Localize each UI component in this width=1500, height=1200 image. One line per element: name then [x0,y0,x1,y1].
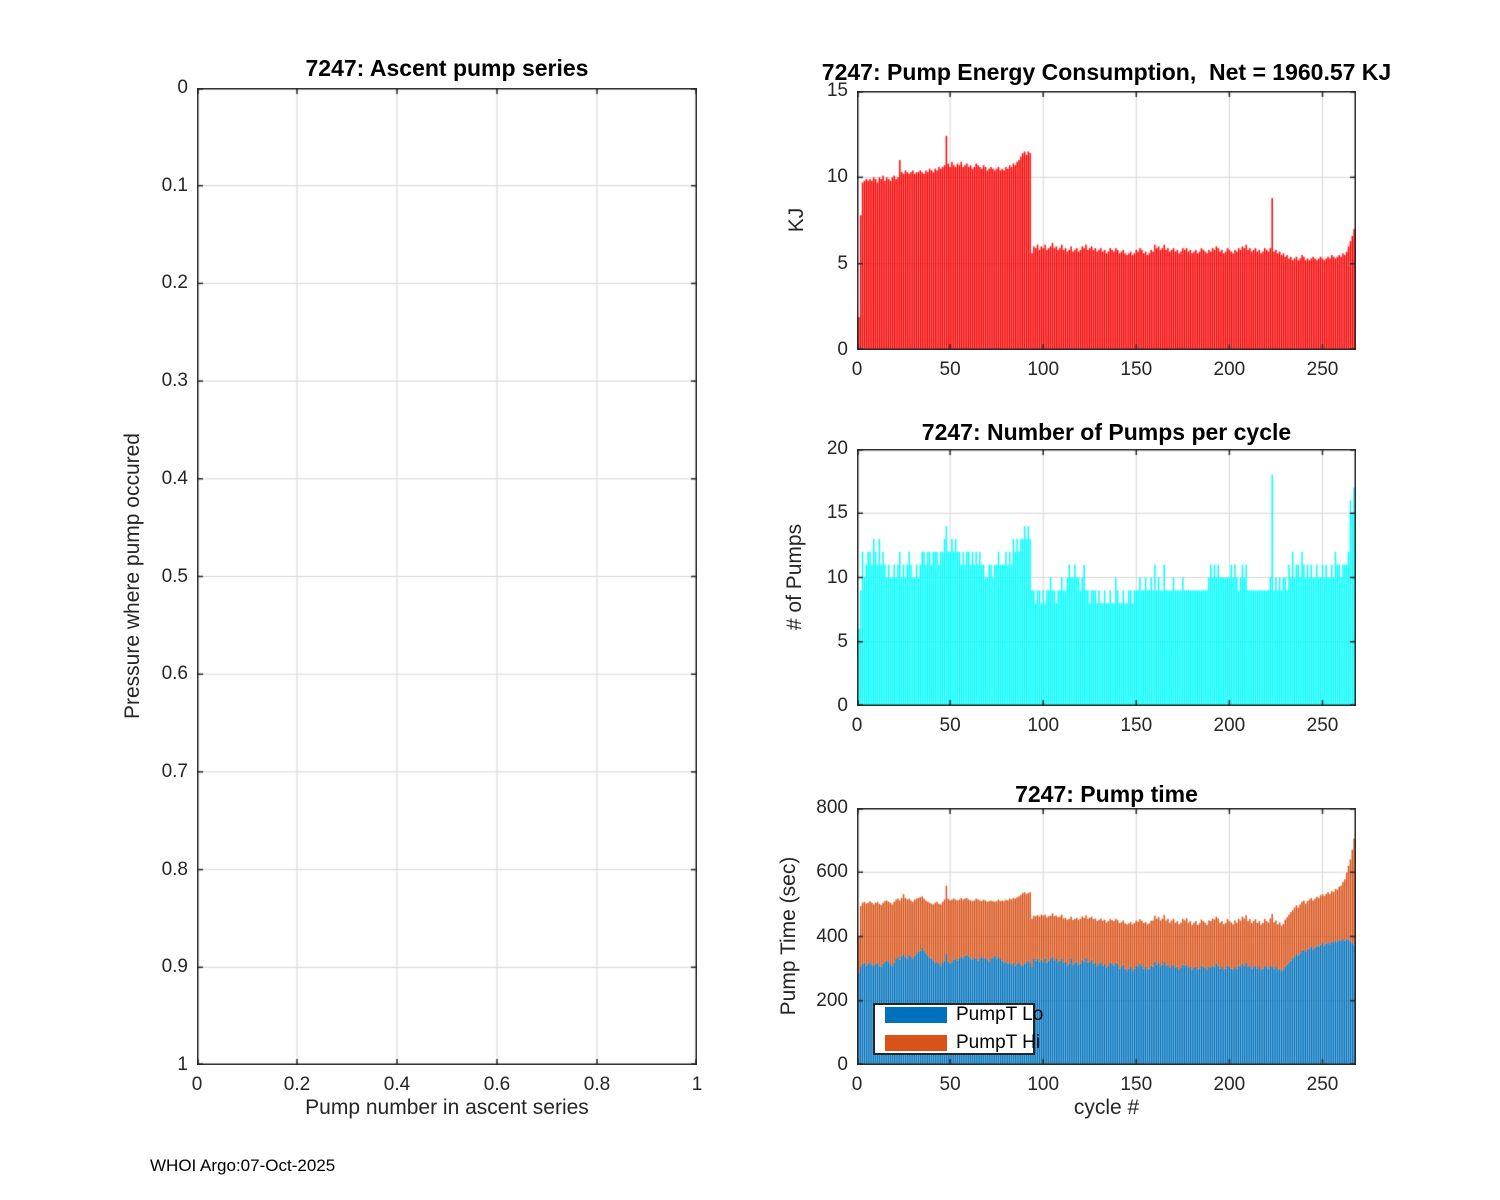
energy-x-tick-label: 100 [1027,359,1060,380]
pumps-y-tick-label: 15 [826,502,848,524]
ascent-x-tick-label: 0.2 [283,1074,311,1095]
ascent-y-tick-label: 0.4 [161,467,188,489]
ascent-x-tick-label: 0.8 [583,1074,611,1095]
pumps-title: 7247: Number of Pumps per cycle [921,419,1292,445]
energy-x-tick-label: 250 [1306,359,1339,380]
time-y-tick-label: 400 [816,925,848,947]
energy-x-tick-label: 150 [1120,359,1153,380]
pumps-plot-area [857,449,1356,706]
time-y-tick-label: 200 [816,989,848,1011]
pumps-x-tick-label: 250 [1306,715,1339,736]
energy-x-tick-label: 200 [1213,359,1246,380]
footer-text: WHOI Argo:07-Oct-2025 [150,1156,336,1175]
ascent-plot-canvas [197,88,697,1065]
pumpt-hi-label: PumpT Hi [956,1032,1041,1053]
pumpt-lo-swatch [885,1007,947,1023]
pumps-y-tick-label: 10 [826,566,848,588]
pumps-y-tick-label: 0 [837,695,848,716]
ascent-y-tick-label: 0 [177,77,188,98]
energy-y-tick-label: 0 [837,339,848,360]
ascent-y-tick-label: 0.3 [161,370,188,392]
time-plot-area: PumpT Lo PumpT Hi [857,808,1356,1065]
time-x-tick-label: 250 [1306,1074,1339,1095]
time-x-tick-label: 200 [1213,1074,1246,1095]
time-x-tick-label: 0 [851,1074,863,1095]
energy-bars-canvas [857,91,1356,350]
pumpt-lo-label: PumpT Lo [956,1004,1044,1025]
energy-y-tick-label: 15 [826,80,848,101]
pumps-x-tick-label: 50 [939,715,961,736]
pumps-x-tick-label: 150 [1120,715,1153,736]
ascent-x-tick-label: 0.4 [383,1074,411,1095]
ascent-x-tick-label: 1 [691,1074,703,1095]
pumps-y-tick-label: 20 [826,438,848,459]
ascent-y-tick-label: 0.2 [161,272,188,294]
ascent-y-tick-label: 0.1 [161,174,188,196]
legend: PumpT Lo PumpT Hi [873,1003,1043,1055]
pumps-x-tick-label: 0 [851,715,863,736]
pumps-y-tick-label: 5 [837,630,848,652]
energy-ylabel: KJ [785,207,808,233]
energy-y-tick-label: 5 [837,252,848,274]
pumps-x-tick-label: 100 [1027,715,1060,736]
time-title: 7247: Pump time [1015,781,1198,807]
time-x-tick-label: 50 [939,1074,961,1095]
time-y-tick-label: 0 [837,1054,848,1075]
time-y-tick-label: 800 [816,797,848,818]
time-x-tick-label: 150 [1120,1074,1153,1095]
ascent-x-tick-label: 0.6 [483,1074,511,1095]
ascent-y-tick-label: 0.7 [161,760,188,782]
ascent-x-tick-label: 0 [191,1074,203,1095]
ascent-plot-area [197,88,697,1065]
ascent-title: 7247: Ascent pump series [305,55,589,81]
ascent-y-tick-label: 0.6 [161,663,188,685]
energy-title: 7247: Pump Energy Consumption, Net = 196… [821,59,1392,85]
pumps-x-tick-label: 200 [1213,715,1246,736]
energy-plot-area [857,91,1356,350]
legend-row-pumpt-hi: PumpT Hi [885,1032,1040,1054]
time-x-tick-label: 100 [1027,1074,1060,1095]
ascent-y-tick-label: 0.9 [161,956,188,978]
ascent-xlabel: Pump number in ascent series [305,1096,589,1119]
energy-y-tick-label: 10 [826,166,848,188]
pumps-bars-canvas [857,449,1356,706]
ascent-y-tick-label: 1 [177,1054,188,1075]
time-xlabel: cycle # [1073,1096,1140,1119]
time-y-tick-label: 600 [816,861,848,883]
energy-x-tick-label: 50 [939,359,961,380]
energy-x-tick-label: 0 [851,359,863,380]
ascent-y-tick-label: 0.5 [161,565,188,587]
ascent-y-tick-label: 0.8 [161,858,188,880]
pumpt-hi-swatch [885,1035,947,1051]
legend-row-pumpt-lo: PumpT Lo [885,1004,1043,1026]
